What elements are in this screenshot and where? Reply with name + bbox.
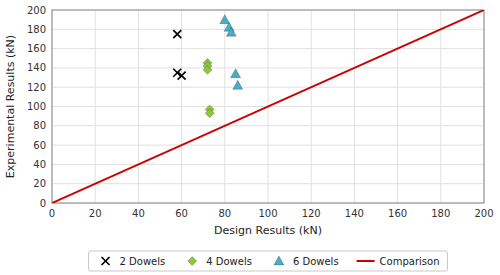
data-point	[205, 109, 214, 118]
legend-symbol	[357, 261, 375, 262]
data-point	[220, 15, 230, 24]
legend-marker	[274, 256, 284, 265]
x-stroke	[173, 30, 181, 38]
y-tick-label: 80	[33, 120, 46, 131]
legend-item: 6 Dowels	[274, 256, 339, 267]
y-tick-label: 140	[27, 62, 46, 73]
plot-background	[52, 10, 484, 203]
x-tick-label: 60	[175, 208, 188, 219]
legend: 2 Dowels 4 Dowels 6 Dowels Comparison	[89, 251, 448, 271]
x-tick-label: 120	[302, 208, 321, 219]
grid	[52, 10, 484, 203]
y-grid-line	[52, 145, 484, 146]
x-tick-label: 40	[132, 208, 145, 219]
x-stroke	[178, 72, 186, 80]
data-point	[178, 72, 186, 80]
chart: 0 20 40 60 80 100 120 140 160 180 200 0 20 40 60 80 100 1…	[0, 0, 500, 275]
x-tick-label: 20	[89, 208, 102, 219]
legend-symbol	[188, 257, 197, 266]
x-axis-label: Design Results (kN)	[214, 224, 322, 237]
x-tick-label: 200	[474, 208, 493, 219]
y-tick-label: 100	[27, 101, 46, 112]
plot-frame	[52, 10, 484, 203]
legend-symbol	[274, 256, 284, 265]
x-stroke	[173, 69, 181, 77]
x-stroke	[178, 72, 186, 80]
y-tick-label: 160	[27, 43, 46, 54]
x-stroke	[102, 257, 110, 265]
legend-symbol	[102, 257, 110, 265]
legend-text: 2 Dowels	[120, 256, 166, 267]
data-point	[173, 69, 181, 77]
x-stroke	[173, 30, 181, 38]
legend-marker	[188, 257, 197, 266]
y-tick-label: 20	[33, 178, 46, 189]
legend-item: 4 Dowels	[188, 256, 252, 267]
legend-text: 4 Dowels	[206, 256, 252, 267]
x-stroke	[102, 257, 110, 265]
y-grid-line	[52, 164, 484, 165]
y-tick-label: 0	[40, 198, 46, 209]
y-grid-line	[52, 48, 484, 49]
y-grid-line	[52, 67, 484, 68]
y-tick-label: 40	[33, 159, 46, 170]
data-layer	[52, 10, 484, 203]
x-stroke	[173, 69, 181, 77]
y-grid-line	[52, 87, 484, 88]
x-tick-label: 0	[49, 208, 55, 219]
data-point	[231, 69, 241, 78]
data-point	[233, 80, 243, 89]
x-tick-label: 140	[345, 208, 364, 219]
legend-line	[357, 260, 375, 262]
legend-marker	[102, 257, 110, 265]
legend-frame	[89, 251, 448, 271]
y-grid-line	[52, 125, 484, 126]
legend-text: Comparison	[380, 256, 440, 267]
x-tick-label: 100	[258, 208, 277, 219]
y-grid-line	[52, 29, 484, 30]
y-tick-label: 180	[27, 24, 46, 35]
x-tick-label: 80	[218, 208, 231, 219]
y-tick-label: 120	[27, 82, 46, 93]
x-tick-label: 180	[431, 208, 450, 219]
y-tick-label: 60	[33, 140, 46, 151]
data-point	[203, 65, 212, 74]
legend-item: Comparison	[357, 256, 440, 267]
y-tick-label: 200	[27, 5, 46, 16]
y-grid-line	[52, 183, 484, 184]
legend-text: 6 Dowels	[293, 256, 339, 267]
legend-item: 2 Dowels	[102, 256, 166, 267]
data-point	[173, 30, 181, 38]
x-tick-label: 160	[388, 208, 407, 219]
y-axis-label: Experimental Results (kN)	[4, 35, 17, 178]
comparison-line	[52, 10, 484, 203]
data-point	[226, 27, 236, 36]
